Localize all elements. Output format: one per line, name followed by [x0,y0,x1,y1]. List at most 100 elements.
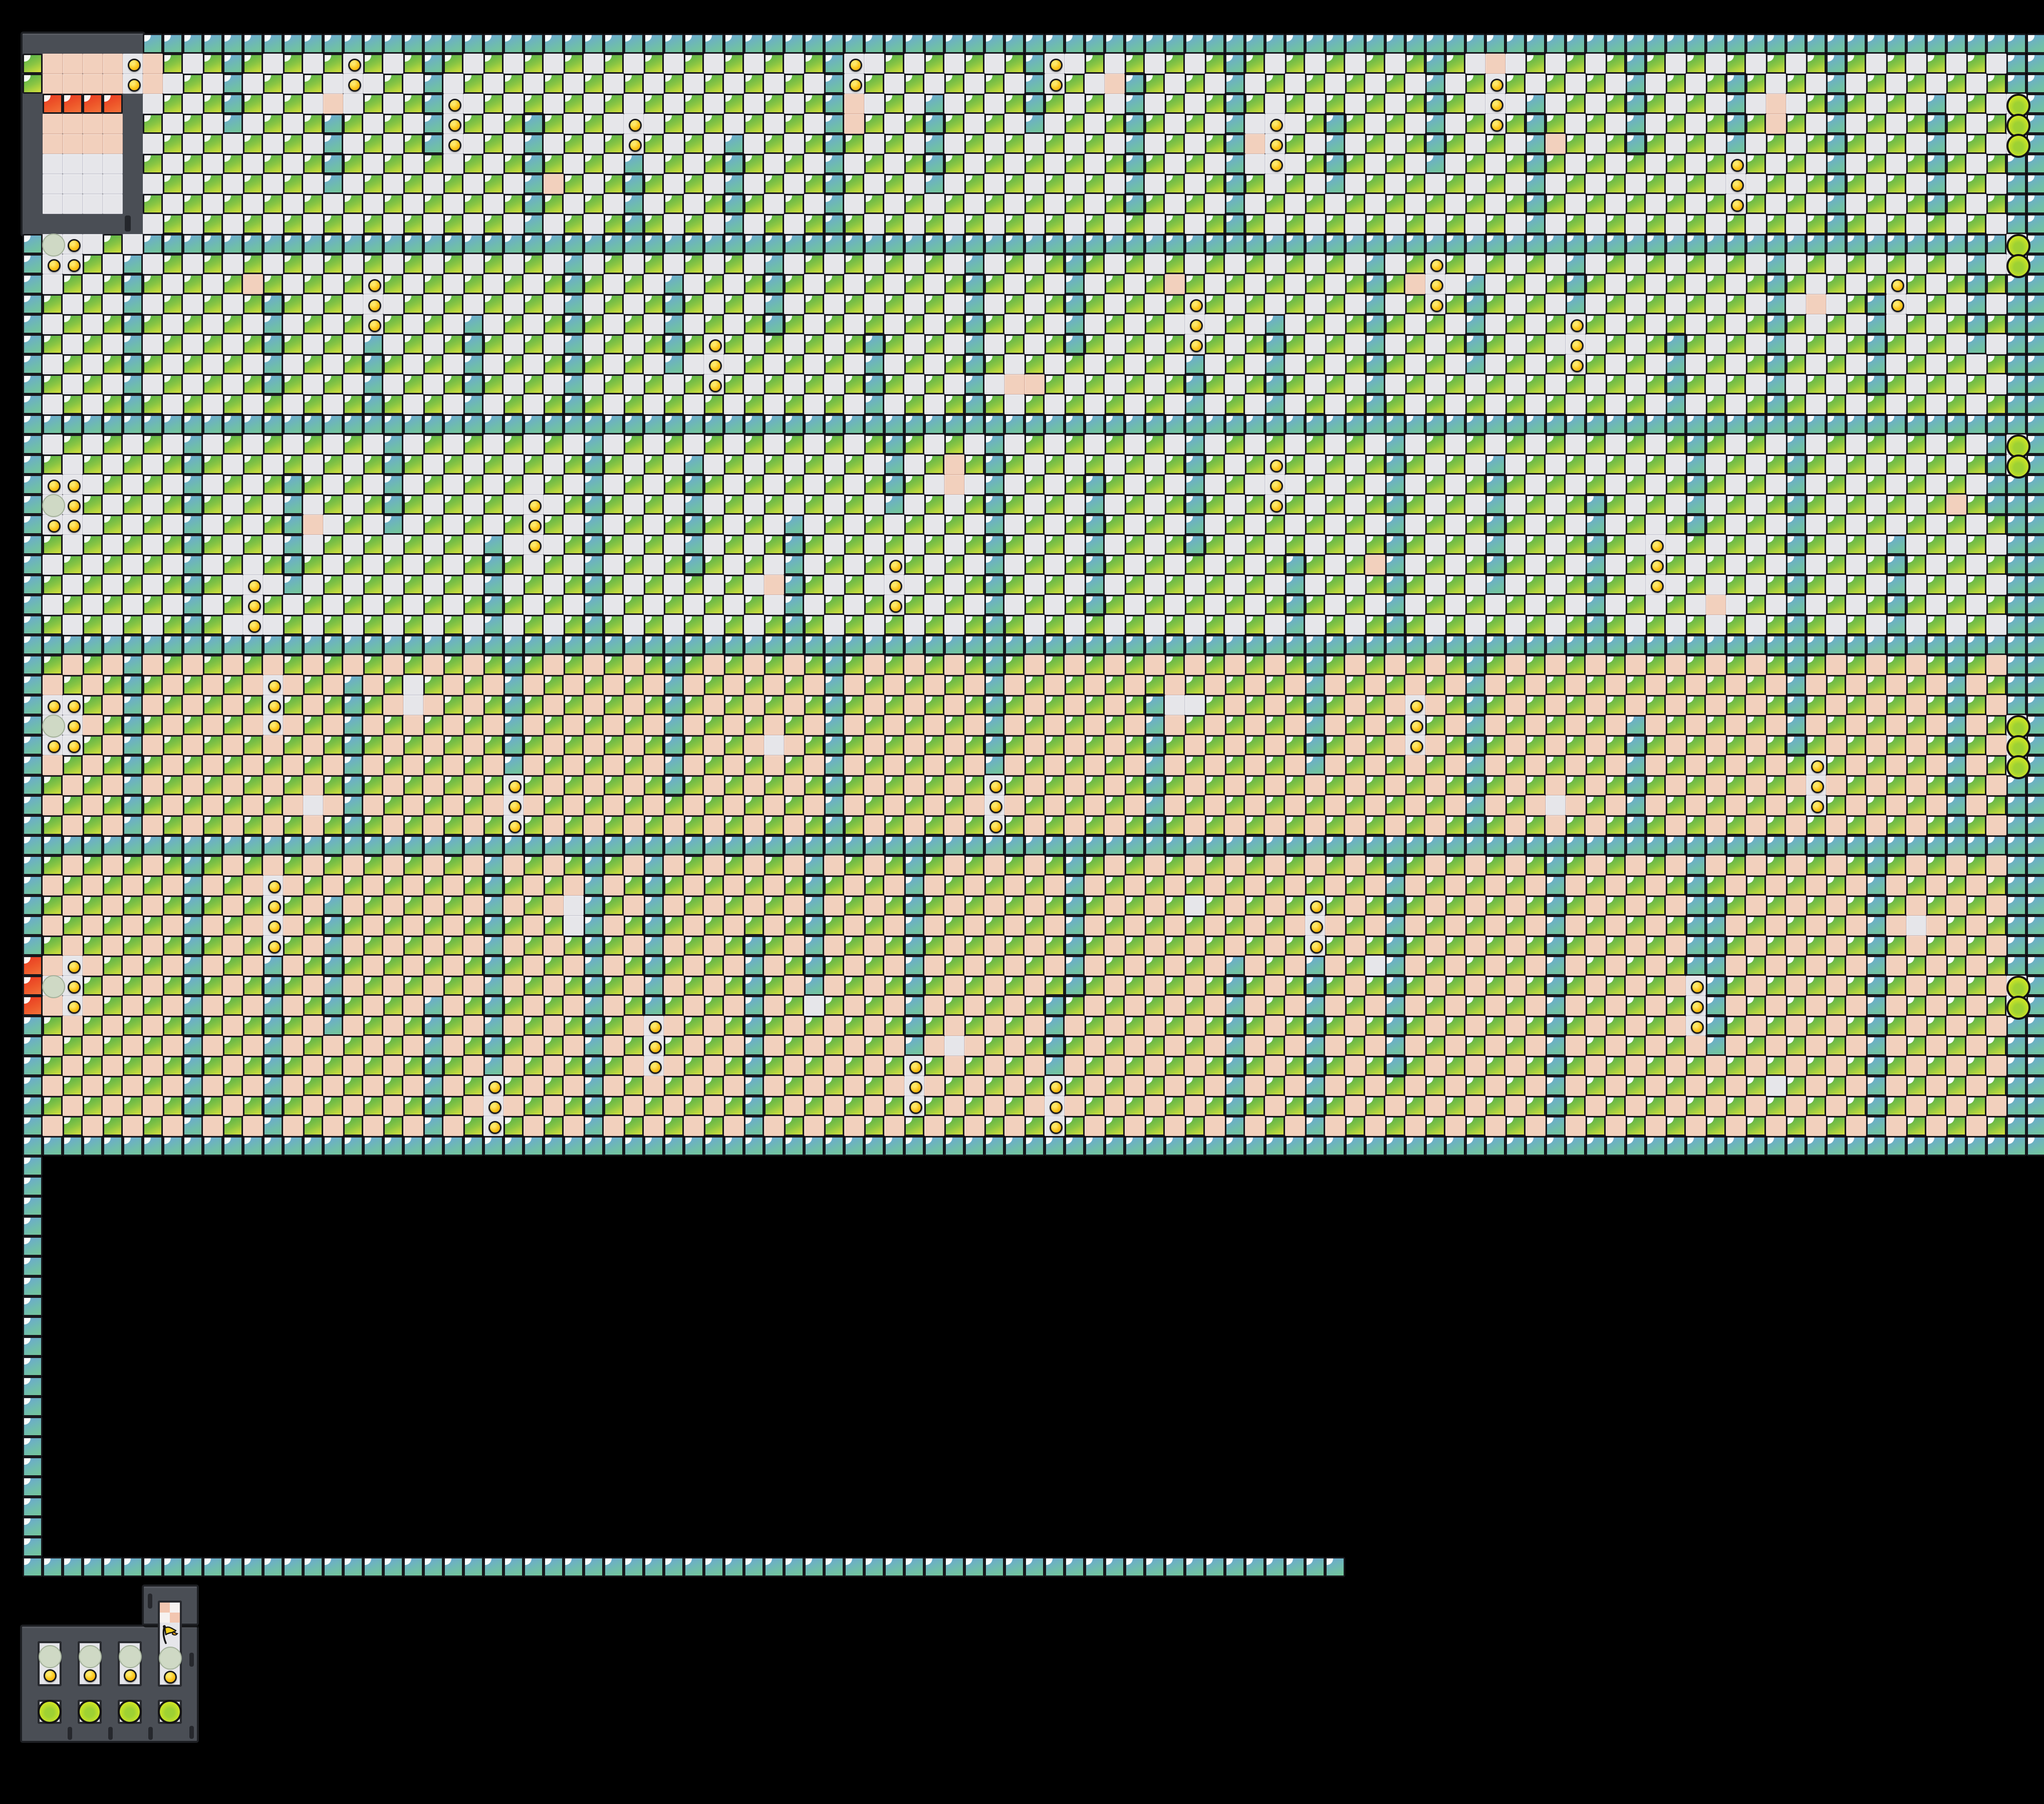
crop-tile-green [1004,976,1025,996]
crop-tile-green [1045,655,1065,675]
floor-tile-light [884,515,904,535]
floor-tile-light [1846,274,1866,294]
floor-tile-light [1906,94,1926,114]
crop-tile-green [1004,254,1025,274]
floor-tile-pink [1946,976,1966,996]
crop-tile-green [1966,976,1986,996]
floor-tile-pink [804,755,824,775]
floor-tile-light [1065,535,1085,555]
crop-tile-green [1045,815,1065,835]
crop-tile-green [1686,1056,1706,1076]
crop-tile-green [1906,675,1926,695]
crop-tile-green [1986,1036,2006,1056]
crop-tile-green [664,1116,684,1136]
crop-tile-green [704,715,724,735]
bush-tile-teal [1826,154,1846,174]
crop-tile-green [1746,1036,1766,1056]
crop-tile-green [524,735,544,755]
crop-tile-green [1606,895,1626,916]
crop-tile-green [423,274,443,294]
crop-tile-green [223,515,243,535]
floor-tile-light [1185,94,1205,114]
floor-tile-light [1546,535,1566,555]
floor-tile-light [884,314,904,334]
crop-tile-green [864,1036,884,1056]
floor-tile-light [1786,374,1806,394]
crop-tile-green [804,1056,824,1076]
floor-tile-pink [1085,1116,1105,1136]
crop-tile-green [1525,775,1546,795]
floor-tile-light [1185,174,1205,194]
bush-tile-teal [1385,535,1405,555]
bush-tile-teal [924,234,944,254]
bush-tile-teal [1065,875,1085,895]
floor-tile-pink [383,1056,403,1076]
floor-tile-pink [1465,976,1485,996]
floor-tile-light [1806,114,1826,134]
floor-tile-pink [664,895,684,916]
floor-tile-pink [1065,1096,1085,1116]
crop-tile-green [564,1056,584,1076]
floor-tile-light [704,254,724,274]
bush-tile-teal [1546,916,1566,936]
floor-tile-pink [203,795,223,815]
floor-tile-pink [1385,775,1405,795]
crop-tile-green [1025,795,1045,815]
bush-tile-teal [544,34,564,54]
crop-tile-green [784,755,804,775]
crop-tile-green [784,394,804,414]
crop-tile-green [323,214,343,234]
bush-tile-teal [123,755,143,775]
floor-tile-pink [604,916,624,936]
floor-tile-pink [1505,1016,1525,1036]
crop-tile-green [1806,695,1826,715]
crop-tile-green [503,515,524,535]
crop-tile-green [724,575,744,595]
bush-tile-teal [1986,475,2006,495]
crop-tile-green [1045,695,1065,715]
bush-tile-teal [1686,956,1706,976]
floor-tile-light [1305,374,1325,394]
floor-tile-light [1846,74,1866,94]
floor-tile-light [1405,154,1425,174]
floor-tile-light [1926,394,1946,414]
bush-tile-teal [1786,555,1806,575]
floor-tile-pink [1766,715,1786,735]
crop-tile-green [1546,114,1566,134]
crop-tile-green [624,755,644,775]
crop-tile-green [1566,976,1586,996]
bush-tile-teal [503,34,524,54]
floor-tile-light [1806,194,1826,214]
crop-tile-green [804,655,824,675]
floor-tile-pink [1946,895,1966,916]
bush-tile-teal [644,34,664,54]
crop-tile-green [644,54,664,74]
crop-tile-green [744,274,764,294]
bush-tile-teal [183,615,203,635]
crop-tile-green [1445,655,1465,675]
crop-tile-green [664,996,684,1016]
floor-tile-light [1305,214,1325,234]
crop-tile-green [1626,996,1646,1016]
floor-tile-light [1265,535,1285,555]
floor-tile-light [1085,354,1105,374]
floor-tile-pink [1586,695,1606,715]
floor-tile-pink [1606,675,1626,695]
floor-tile-light [323,274,343,294]
bush-tile-teal [343,675,363,695]
crop-tile-green [1265,1036,1285,1056]
floor-tile-light [263,495,283,515]
crop-tile-green [423,475,443,495]
floor-tile-light [503,134,524,154]
bush-tile-teal [1385,916,1405,936]
floor-tile-light [383,615,403,635]
crop-tile-green [1205,895,1225,916]
floor-tile-light [1125,475,1145,495]
crop-tile-green [1385,755,1405,775]
crop-tile-green [704,1036,724,1056]
crop-tile-green [664,434,684,455]
floor-tile-pink [864,976,884,996]
crop-tile-green [564,615,584,635]
crop-tile-green [1866,74,1886,94]
floor-tile-light [243,515,263,535]
